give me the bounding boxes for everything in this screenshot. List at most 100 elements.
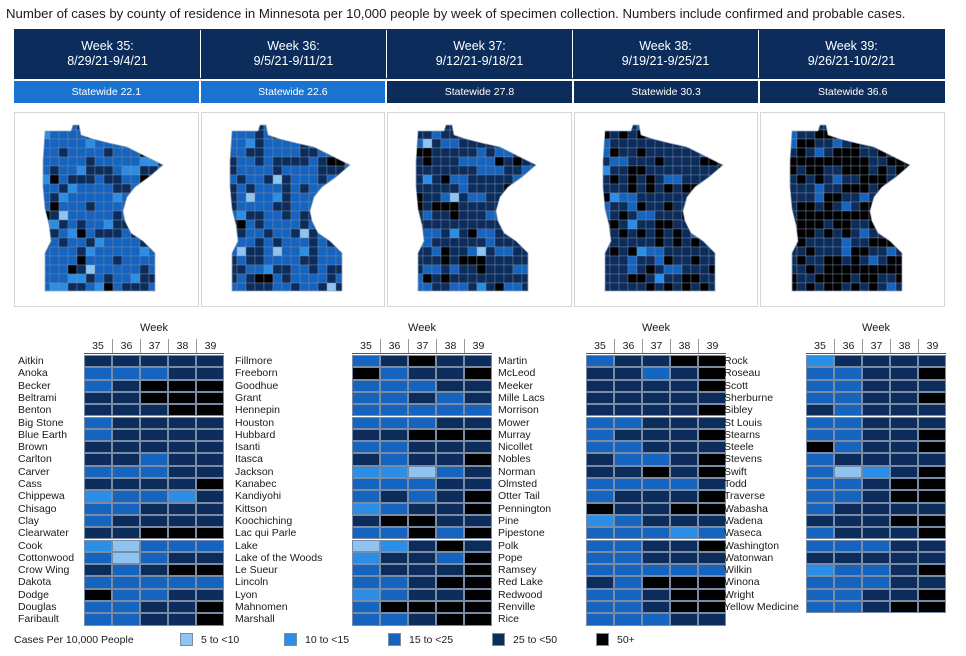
map-county-cell	[290, 147, 301, 157]
week-tick-label: 37	[408, 339, 436, 353]
map-county-cell	[468, 124, 478, 130]
heatmap-cell	[168, 404, 196, 417]
heatmap-cell	[436, 453, 464, 466]
map-county-cell	[432, 255, 442, 265]
map-county-cell	[618, 237, 629, 247]
county-name: Norman	[498, 465, 536, 478]
map-county-cell	[423, 292, 432, 299]
map-county-cell	[681, 174, 692, 184]
map-county-cell	[291, 292, 300, 299]
map-county-cell	[886, 246, 896, 256]
map-county-cell	[477, 273, 487, 283]
map-county-cell	[504, 292, 513, 299]
map-county-cell	[708, 124, 719, 130]
heatmap-cell	[642, 355, 670, 368]
map-county-cell	[158, 147, 164, 157]
county-row-cells	[84, 527, 224, 540]
county-row-cells	[84, 453, 224, 466]
map-county-cell	[459, 255, 469, 265]
heatmap-cell	[352, 551, 380, 565]
map-county-cell	[308, 165, 319, 175]
map-county-cell	[344, 282, 350, 291]
map-county-cell	[263, 183, 274, 193]
map-county-cell	[805, 219, 815, 229]
heatmap-cell	[586, 601, 614, 614]
map-county-cell	[281, 124, 292, 130]
map-county-cell	[627, 219, 638, 229]
map-county-cell	[877, 273, 887, 283]
map-county-cell	[254, 201, 265, 211]
county-row-cells	[586, 564, 726, 577]
county-row-cells	[586, 514, 726, 528]
map-county-cell	[841, 228, 851, 238]
map-county-cell	[603, 165, 611, 175]
map-county-cell	[272, 165, 283, 175]
map-county-cell	[699, 124, 710, 130]
heatmap-cell	[464, 367, 492, 380]
minnesota-map	[229, 124, 351, 299]
map-county-cell	[77, 174, 87, 184]
map-county-cell	[895, 237, 905, 247]
map-county-cell	[859, 165, 869, 175]
map-county-cell	[50, 237, 60, 247]
map-county-cell	[450, 124, 460, 130]
map-county-cell	[272, 147, 283, 157]
map-county-cell	[832, 210, 842, 220]
heatmap-cell	[614, 514, 642, 528]
heatmap-cell	[380, 465, 408, 478]
map-county-cell	[636, 129, 647, 139]
county-row-cells	[806, 564, 946, 577]
heatmap-cell	[436, 564, 464, 577]
map-county-cell	[441, 192, 451, 202]
heatmap-cell	[806, 355, 834, 368]
map-county-cell	[149, 124, 159, 130]
heatmap-cell	[408, 465, 436, 478]
map-county-cell	[290, 264, 301, 274]
week-tick-label: 36	[834, 339, 862, 353]
map-county-cell	[59, 124, 69, 130]
heatmap-cell	[614, 453, 642, 466]
map-county-cell	[814, 138, 824, 148]
map-county-cell	[904, 282, 910, 291]
map-county-cell	[68, 183, 78, 193]
map-county-cell	[335, 237, 346, 247]
map-county-cell	[441, 255, 451, 265]
heatmap-cell	[112, 514, 140, 528]
map-county-cell	[789, 174, 797, 184]
map-county-cell	[805, 165, 815, 175]
map-county-cell	[468, 174, 478, 184]
map-county-cell	[468, 210, 478, 220]
map-county-cell	[531, 174, 537, 184]
heatmap-cell	[464, 490, 492, 503]
heatmap-cell	[862, 539, 890, 552]
map-county-cell	[636, 246, 647, 256]
heatmap-cell	[464, 514, 492, 528]
map-county-cell	[690, 124, 701, 130]
heatmap-cell	[464, 551, 492, 565]
map-county-cell	[344, 228, 350, 238]
map-county-cell	[308, 264, 319, 274]
map-county-cell	[335, 138, 346, 148]
heatmap-cell	[408, 502, 436, 515]
county-name: Rice	[498, 613, 520, 626]
heatmap-cell	[464, 613, 492, 626]
county-row-cells	[806, 404, 946, 417]
map-county-cell	[43, 124, 51, 130]
county-row-cells	[352, 588, 492, 601]
map-county-cell	[504, 156, 514, 166]
heatmap-cell	[834, 465, 862, 478]
map-county-cell	[636, 183, 647, 193]
map-county-cell	[335, 264, 346, 274]
map-county-cell	[841, 156, 851, 166]
map-county-cell	[886, 156, 896, 166]
state-outline	[416, 124, 538, 291]
county-name: Red Lake	[498, 576, 543, 589]
map-county-cell	[236, 264, 247, 274]
map-county-cell	[326, 124, 337, 130]
map-county-cell	[344, 219, 350, 229]
county-name: Clearwater	[18, 527, 69, 540]
map-county-cell	[236, 165, 247, 175]
heatmap-cell	[84, 527, 112, 540]
map-county-cell	[423, 210, 433, 220]
heatmap-cell	[890, 502, 918, 515]
